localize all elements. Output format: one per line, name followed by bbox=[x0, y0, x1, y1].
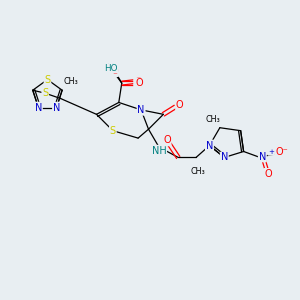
Text: O: O bbox=[134, 76, 142, 87]
Text: HO: HO bbox=[105, 64, 118, 73]
Text: +: + bbox=[268, 149, 274, 155]
Text: O⁻: O⁻ bbox=[275, 147, 288, 158]
Text: N: N bbox=[220, 152, 228, 162]
Text: N: N bbox=[53, 103, 60, 112]
Text: O: O bbox=[176, 100, 184, 110]
Text: CH₃: CH₃ bbox=[63, 77, 78, 86]
Text: N: N bbox=[35, 103, 42, 112]
Text: N: N bbox=[206, 140, 213, 151]
Text: O: O bbox=[111, 67, 118, 76]
Text: O: O bbox=[163, 136, 171, 146]
Text: H: H bbox=[107, 63, 115, 73]
Text: S: S bbox=[44, 75, 50, 85]
Text: O: O bbox=[265, 169, 272, 179]
Text: S: S bbox=[42, 88, 48, 98]
Text: CH₃: CH₃ bbox=[190, 167, 205, 176]
Text: N: N bbox=[137, 105, 145, 115]
Text: S: S bbox=[110, 126, 116, 136]
Text: N: N bbox=[206, 140, 213, 151]
Text: CH₃: CH₃ bbox=[206, 115, 221, 124]
Text: O: O bbox=[136, 78, 143, 88]
Text: N: N bbox=[259, 152, 266, 161]
Text: NH: NH bbox=[152, 146, 166, 156]
